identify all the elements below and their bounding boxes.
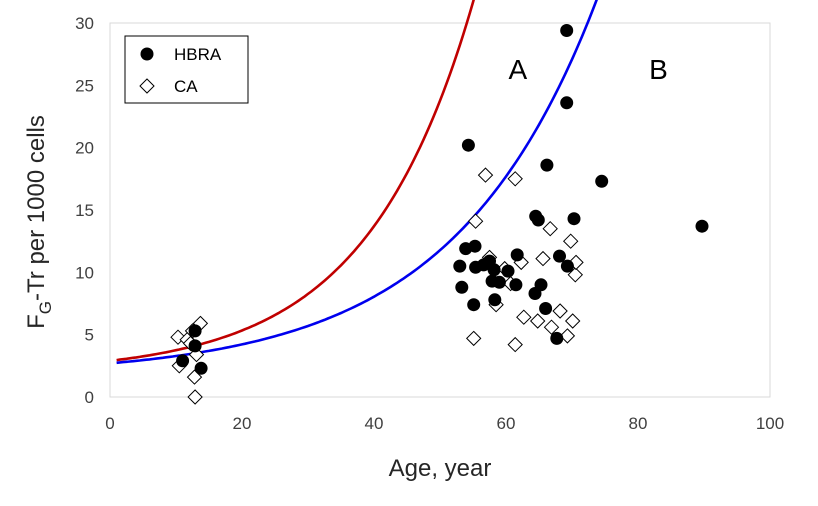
data-point-ca — [542, 220, 558, 237]
data-point-ca — [564, 313, 581, 329]
x-tick-label: 0 — [105, 414, 114, 433]
data-point-hbra — [487, 263, 501, 277]
data-point-hbra — [453, 259, 467, 273]
data-point-hbra — [531, 213, 545, 227]
data-point-hbra — [560, 259, 574, 273]
data-point-hbra — [567, 212, 581, 226]
legend-box — [124, 35, 249, 104]
data-point-ca — [516, 309, 532, 325]
data-point-ca — [567, 267, 584, 283]
data-point-hbra — [188, 339, 202, 353]
y-axis-title-main: F — [23, 314, 50, 329]
data-point-ca — [467, 213, 484, 229]
data-point-ca — [507, 336, 523, 353]
curve-label-a: A — [509, 54, 528, 85]
data-point-ca — [477, 167, 494, 183]
y-axis-title-subscript: G — [36, 301, 55, 314]
y-tick-label: 5 — [85, 326, 94, 345]
curve-label-b: B — [649, 54, 668, 85]
y-axis-title: FG-Tr per 1000 cells — [23, 115, 55, 329]
y-axis-title-rest: -Tr per 1000 cells — [23, 115, 50, 301]
data-point-hbra — [553, 249, 566, 263]
x-tick-label: 40 — [365, 414, 384, 433]
data-point-hbra — [595, 174, 609, 188]
legend-label-ca: CA — [174, 77, 198, 96]
data-point-ca — [552, 303, 568, 319]
data-point-hbra — [560, 24, 574, 37]
data-point-hbra — [468, 239, 482, 253]
legend-label-hbra: HBRA — [174, 45, 222, 64]
y-tick-label: 30 — [75, 14, 94, 33]
plot-area-frame — [109, 22, 771, 398]
data-point-hbra — [188, 324, 202, 338]
data-point-ca — [465, 330, 482, 347]
legend-marker-hbra — [140, 47, 154, 61]
data-point-hbra — [488, 293, 502, 307]
data-point-hbra — [194, 361, 208, 375]
data-point-ca — [543, 319, 560, 335]
x-tick-label: 60 — [497, 414, 516, 433]
data-point-ca — [507, 171, 523, 187]
data-point-hbra — [560, 96, 574, 110]
data-point-hbra — [467, 298, 481, 312]
data-point-ca — [562, 233, 579, 249]
data-point-hbra — [540, 158, 554, 172]
x-tick-label: 20 — [233, 414, 252, 433]
data-point-hbra — [539, 302, 553, 315]
legend-marker-ca — [139, 78, 155, 94]
data-point-hbra — [501, 264, 515, 278]
data-point-hbra — [550, 331, 564, 345]
y-tick-label: 15 — [75, 201, 94, 220]
y-tick-label: 20 — [75, 139, 94, 158]
axis-ticks: 0 20 40 60 80 100 0 5 10 15 20 25 30 — [75, 14, 784, 433]
x-tick-label: 100 — [756, 414, 784, 433]
data-point-hbra — [461, 138, 475, 152]
data-point-ca — [535, 250, 551, 267]
y-tick-label: 0 — [85, 388, 94, 407]
y-tick-label: 25 — [75, 76, 94, 95]
x-axis-title: Age, year — [389, 455, 492, 482]
data-point-ca — [187, 389, 203, 405]
data-point-hbra — [492, 275, 506, 289]
data-point-hbra — [176, 354, 190, 368]
data-point-hbra — [455, 280, 469, 294]
data-points — [170, 24, 709, 405]
x-tick-label: 80 — [629, 414, 648, 433]
fit-curve-b — [116, 0, 598, 365]
y-tick-label: 10 — [75, 263, 94, 282]
data-point-ca — [529, 313, 546, 329]
data-point-hbra — [534, 278, 548, 292]
data-point-hbra — [695, 219, 709, 233]
data-point-ca — [559, 328, 576, 344]
data-point-hbra — [510, 248, 524, 262]
legend: HBRA CA — [124, 35, 249, 104]
data-point-hbra — [509, 278, 523, 292]
